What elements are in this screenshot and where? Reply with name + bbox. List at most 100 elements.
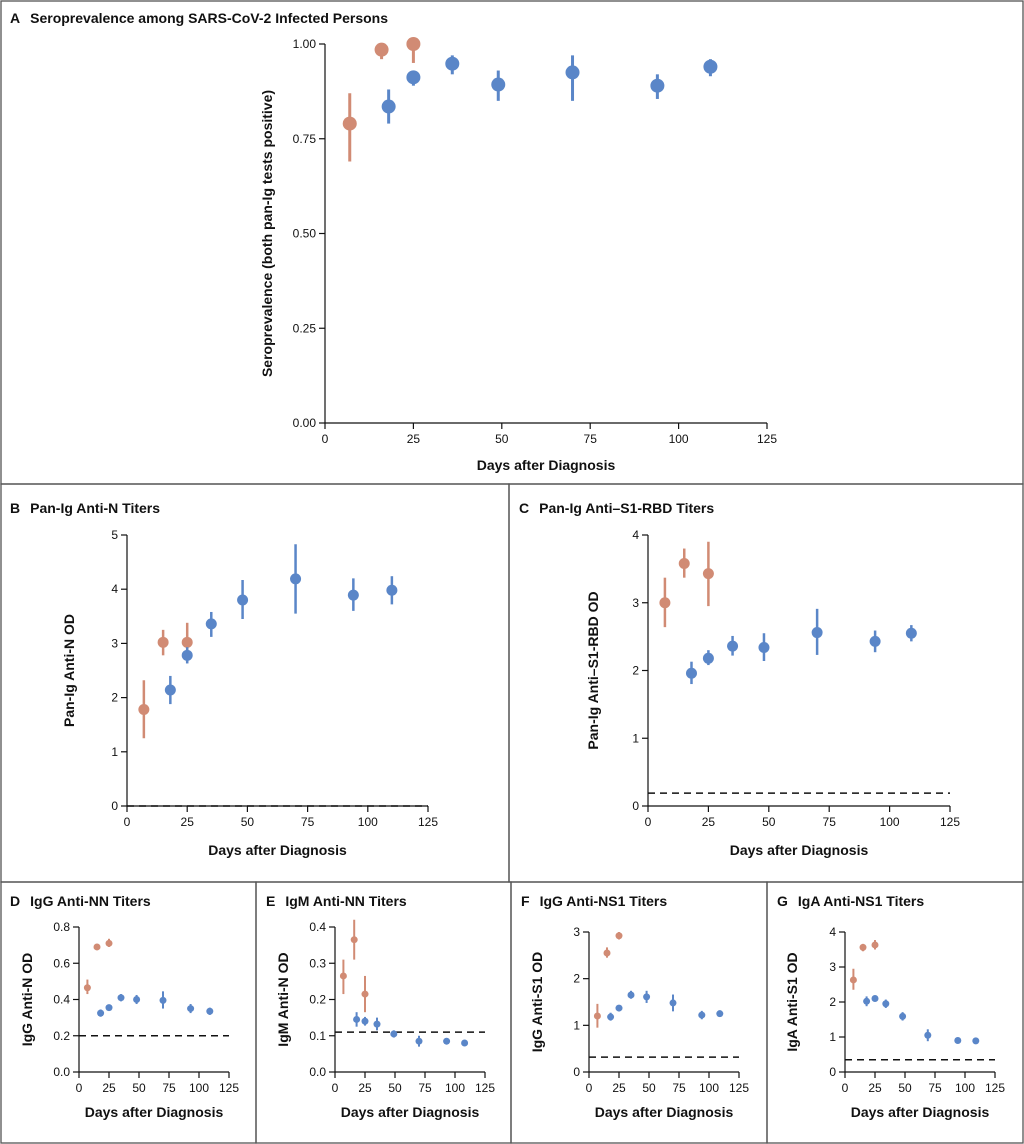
data-point-early <box>105 939 113 947</box>
data-point-late <box>461 1039 469 1047</box>
data-point-early <box>702 568 714 580</box>
data-point-late <box>373 1020 381 1028</box>
data-point-early <box>181 636 193 648</box>
x-tick-label: 125 <box>729 1081 749 1095</box>
x-tick-label: 25 <box>102 1081 116 1095</box>
panel-letter: F <box>521 893 530 909</box>
x-axis-label: Days after Diagnosis <box>595 1104 734 1120</box>
y-tick-label: 5 <box>111 528 118 542</box>
data-point-late <box>869 635 881 647</box>
panel-title: F IgG Anti-NS1 Titers <box>521 893 667 909</box>
x-tick-label: 75 <box>928 1081 942 1095</box>
panel-title-text: IgM Anti-NN Titers <box>285 893 407 909</box>
y-axis-label: IgG Anti-N OD <box>19 953 35 1047</box>
y-tick-label: 1 <box>111 745 118 759</box>
data-point-early <box>138 704 150 716</box>
x-tick-label: 50 <box>495 432 509 446</box>
x-tick-label: 125 <box>219 1081 239 1095</box>
y-tick-label: 0.6 <box>53 956 70 970</box>
data-point-late <box>386 584 398 596</box>
panel-d: D IgG Anti-NN Titers 0.0 0.2 0.4 0.6 0.8 0 25 50 7… <box>0 881 257 1144</box>
y-tick-label: 0.3 <box>309 956 326 970</box>
panel-a: A Seroprevalence among SARS-CoV-2 Infecte… <box>0 0 1024 485</box>
y-tick-label: 3 <box>111 636 118 650</box>
data-point-late <box>703 59 718 74</box>
x-tick-label: 100 <box>189 1081 209 1095</box>
data-point-late <box>290 573 302 585</box>
x-tick-label: 125 <box>940 815 960 829</box>
y-tick-label: 1 <box>573 1018 580 1032</box>
x-tick-label: 100 <box>445 1081 465 1095</box>
y-tick-label: 0.2 <box>53 1029 70 1043</box>
data-point-late <box>954 1037 962 1044</box>
y-tick-label: 0.8 <box>53 920 70 934</box>
x-tick-label: 50 <box>388 1081 402 1095</box>
data-point-early <box>615 932 623 940</box>
y-tick-label: 2 <box>111 691 118 705</box>
data-point-early <box>871 941 879 949</box>
panel-letter: D <box>10 893 20 909</box>
panel-title: B Pan-Ig Anti-N Titers <box>10 500 160 516</box>
y-axis-label: IgG Anti-S1 OD <box>529 952 545 1053</box>
panel-title-text: IgG Anti-NS1 Titers <box>540 893 668 909</box>
data-point-late <box>716 1010 724 1018</box>
x-tick-label: 0 <box>842 1081 849 1095</box>
panel-title-text: IgA Anti-NS1 Titers <box>798 893 924 909</box>
panel-letter: B <box>10 500 20 516</box>
data-point-late <box>698 1011 706 1019</box>
data-point-late <box>871 995 879 1002</box>
data-point-late <box>97 1009 105 1017</box>
panel-title: A Seroprevalence among SARS-CoV-2 Infecte… <box>10 10 388 26</box>
data-point-late <box>445 56 460 71</box>
y-axis-label: IgA Anti-S1 OD <box>784 952 800 1051</box>
y-axis-label: Pan-Ig Anti–S1-RBD OD <box>585 591 601 749</box>
y-tick-label: 4 <box>111 582 118 596</box>
y-tick-label: 2 <box>829 995 836 1009</box>
x-tick-label: 25 <box>702 815 716 829</box>
y-tick-label: 0 <box>829 1065 836 1079</box>
data-point-early <box>659 597 671 609</box>
panel-title-text: Pan-Ig Anti–S1-RBD Titers <box>539 500 714 516</box>
x-axis-label: Days after Diagnosis <box>477 457 616 473</box>
x-tick-label: 0 <box>645 815 652 829</box>
x-tick-label: 75 <box>672 1081 686 1095</box>
panel-title: G IgA Anti-NS1 Titers <box>777 893 924 909</box>
x-tick-label: 75 <box>162 1081 176 1095</box>
y-tick-label: 0.0 <box>53 1065 70 1079</box>
data-point-late <box>899 1012 907 1020</box>
y-tick-label: 1.00 <box>293 37 317 51</box>
y-tick-label: 4 <box>829 925 836 939</box>
data-point-late <box>615 1004 623 1012</box>
data-point-late <box>187 1005 195 1013</box>
data-point-early <box>350 936 358 944</box>
panel-g: G IgA Anti-NS1 Titers 0 1 2 3 4 0 25 50 75 100 125 Da… <box>766 881 1024 1144</box>
data-point-late <box>164 684 176 696</box>
y-tick-label: 0.1 <box>309 1029 326 1043</box>
panel-title-text: Seroprevalence among SARS-CoV-2 Infected… <box>30 10 388 26</box>
x-tick-label: 25 <box>407 432 421 446</box>
data-point-late <box>159 996 167 1004</box>
data-point-late <box>406 70 421 85</box>
data-point-late <box>650 78 665 93</box>
data-point-late <box>117 994 125 1002</box>
panel-frame <box>0 0 1024 485</box>
x-tick-label: 25 <box>181 815 195 829</box>
data-point-late <box>702 652 714 664</box>
panel-title-text: IgG Anti-NN Titers <box>30 893 151 909</box>
data-point-late <box>237 594 249 606</box>
data-point-late <box>758 641 770 653</box>
x-tick-label: 75 <box>418 1081 432 1095</box>
data-point-late <box>607 1013 615 1021</box>
x-tick-label: 0 <box>586 1081 593 1095</box>
x-tick-label: 125 <box>418 815 438 829</box>
data-point-late <box>643 993 651 1001</box>
data-point-early <box>859 943 867 951</box>
x-tick-label: 75 <box>301 815 315 829</box>
data-point-early <box>593 1012 601 1020</box>
x-tick-label: 50 <box>898 1081 912 1095</box>
panel-letter: C <box>519 500 529 516</box>
x-axis-label: Days after Diagnosis <box>851 1104 990 1120</box>
x-tick-label: 100 <box>669 432 689 446</box>
